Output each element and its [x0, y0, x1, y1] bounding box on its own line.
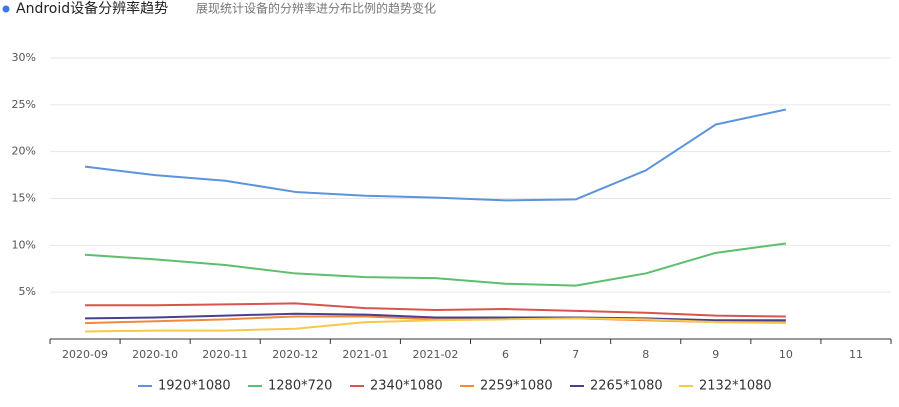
- x-tick-label: 11: [849, 348, 863, 361]
- legend-label: 1280*720: [268, 379, 332, 394]
- y-tick-label: 10%: [12, 238, 36, 251]
- legend-label: 2340*1080: [370, 379, 443, 394]
- series-line: [85, 312, 786, 322]
- x-tick-label: 2021-01: [342, 348, 388, 361]
- y-tick-label: 25%: [12, 98, 36, 111]
- y-tick-label: 5%: [19, 285, 36, 298]
- y-tick-label: 15%: [12, 192, 36, 205]
- legend-label: 2259*1080: [480, 379, 553, 394]
- x-tick-label: 7: [572, 348, 579, 361]
- x-tick-label: 2020-12: [272, 348, 318, 361]
- x-tick-label: 9: [712, 348, 719, 361]
- x-tick-label: 2020-11: [202, 348, 248, 361]
- chart-subtitle: 展现统计设备的分辨率进分布比例的趋势变化: [196, 1, 436, 16]
- title-dot: [2, 5, 10, 13]
- series-line: [85, 302, 786, 318]
- series-line: [85, 317, 786, 333]
- legend-label: 1920*1080: [158, 379, 231, 394]
- legend-label: 2132*1080: [699, 379, 772, 394]
- y-tick-label: 30%: [12, 51, 36, 64]
- x-tick-label: 2020-10: [132, 348, 178, 361]
- x-tick-label: 8: [642, 348, 649, 361]
- x-tick-label: 10: [779, 348, 793, 361]
- chart-title: Android设备分辨率趋势: [16, 0, 168, 17]
- x-tick-label: 6: [502, 348, 509, 361]
- series-line: [84, 108, 787, 202]
- x-tick-label: 2020-09: [62, 348, 108, 361]
- x-tick-label: 2021-02: [412, 348, 458, 361]
- legend-label: 2265*1080: [590, 379, 663, 394]
- series-line: [84, 242, 787, 287]
- y-tick-label: 20%: [12, 145, 36, 158]
